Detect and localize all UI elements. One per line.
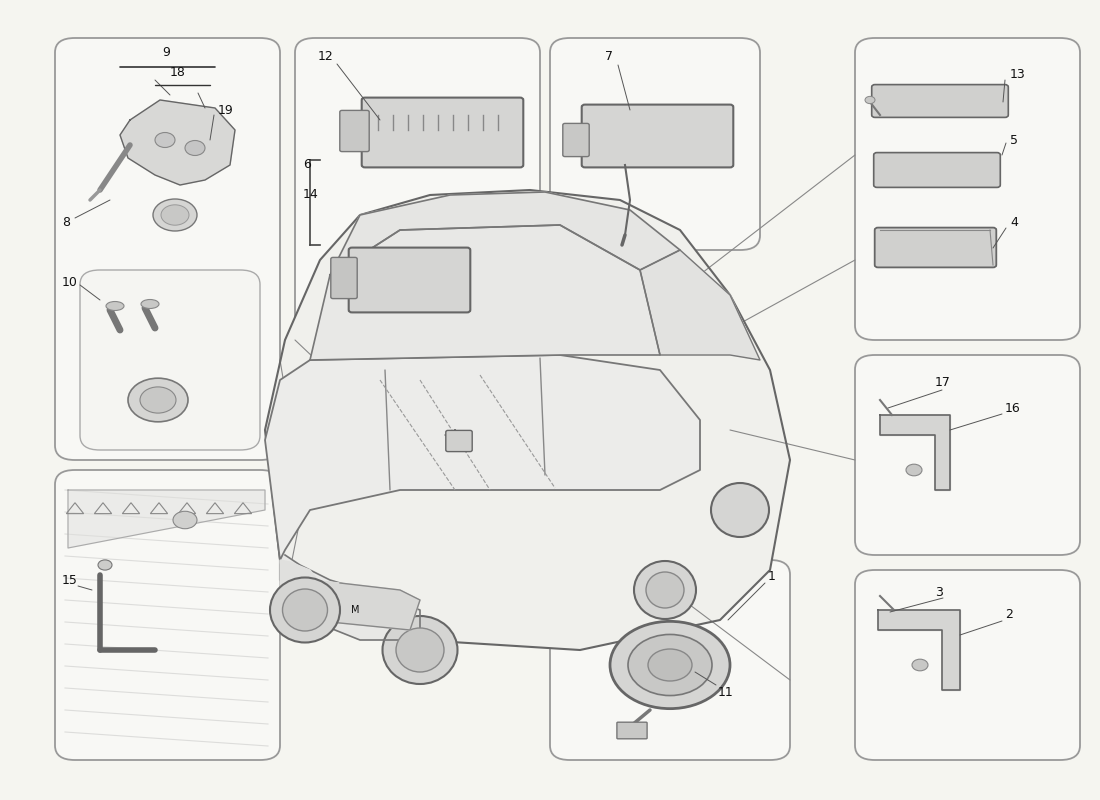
Ellipse shape bbox=[185, 141, 205, 155]
FancyBboxPatch shape bbox=[349, 248, 471, 312]
FancyBboxPatch shape bbox=[563, 123, 590, 157]
FancyBboxPatch shape bbox=[55, 470, 280, 760]
Text: 17: 17 bbox=[935, 375, 950, 389]
Polygon shape bbox=[878, 610, 960, 690]
Circle shape bbox=[648, 649, 692, 681]
Ellipse shape bbox=[383, 616, 458, 684]
Ellipse shape bbox=[155, 133, 175, 147]
Text: 14: 14 bbox=[302, 189, 319, 202]
Polygon shape bbox=[280, 560, 324, 620]
Circle shape bbox=[153, 199, 197, 231]
FancyBboxPatch shape bbox=[617, 722, 647, 739]
Text: 1: 1 bbox=[768, 570, 776, 583]
Polygon shape bbox=[265, 355, 700, 560]
FancyBboxPatch shape bbox=[550, 560, 790, 760]
Text: 15: 15 bbox=[62, 574, 78, 586]
Circle shape bbox=[161, 205, 189, 225]
Text: 7: 7 bbox=[605, 50, 613, 63]
Circle shape bbox=[906, 464, 922, 476]
Polygon shape bbox=[330, 192, 680, 275]
Text: 9: 9 bbox=[162, 46, 169, 59]
FancyBboxPatch shape bbox=[874, 227, 997, 267]
Text: 4: 4 bbox=[1010, 215, 1018, 229]
FancyBboxPatch shape bbox=[855, 355, 1080, 555]
Ellipse shape bbox=[646, 572, 684, 608]
Ellipse shape bbox=[283, 589, 328, 631]
Circle shape bbox=[140, 387, 176, 413]
Ellipse shape bbox=[141, 299, 160, 309]
Text: 5: 5 bbox=[1010, 134, 1018, 146]
FancyBboxPatch shape bbox=[331, 258, 358, 298]
Ellipse shape bbox=[270, 578, 340, 642]
Text: 6: 6 bbox=[302, 158, 311, 171]
Text: 2: 2 bbox=[1005, 609, 1013, 622]
Ellipse shape bbox=[396, 628, 444, 672]
Polygon shape bbox=[880, 415, 950, 490]
FancyBboxPatch shape bbox=[55, 38, 280, 460]
Text: M: M bbox=[351, 605, 360, 615]
Text: 8: 8 bbox=[62, 215, 70, 229]
FancyBboxPatch shape bbox=[582, 105, 734, 167]
Circle shape bbox=[912, 659, 928, 671]
Ellipse shape bbox=[711, 483, 769, 537]
Polygon shape bbox=[120, 100, 235, 185]
FancyBboxPatch shape bbox=[446, 430, 472, 451]
Polygon shape bbox=[310, 225, 660, 360]
Polygon shape bbox=[310, 580, 420, 630]
Text: 13: 13 bbox=[1010, 69, 1025, 82]
Circle shape bbox=[865, 96, 874, 104]
Circle shape bbox=[98, 560, 112, 570]
Text: 19: 19 bbox=[218, 103, 233, 117]
Circle shape bbox=[610, 622, 730, 709]
FancyBboxPatch shape bbox=[80, 270, 260, 450]
Text: 18: 18 bbox=[170, 66, 186, 79]
Text: 12: 12 bbox=[318, 50, 333, 63]
FancyBboxPatch shape bbox=[855, 570, 1080, 760]
FancyBboxPatch shape bbox=[550, 38, 760, 250]
Ellipse shape bbox=[106, 302, 124, 310]
Polygon shape bbox=[640, 250, 760, 360]
Text: 3: 3 bbox=[935, 586, 943, 598]
Polygon shape bbox=[265, 190, 790, 650]
FancyBboxPatch shape bbox=[295, 38, 540, 430]
Text: 10: 10 bbox=[62, 275, 78, 289]
FancyBboxPatch shape bbox=[871, 85, 1009, 118]
Circle shape bbox=[628, 634, 712, 695]
Text: 16: 16 bbox=[1005, 402, 1021, 414]
Polygon shape bbox=[68, 490, 265, 548]
Text: 11: 11 bbox=[718, 686, 734, 699]
Polygon shape bbox=[280, 555, 420, 640]
Ellipse shape bbox=[634, 561, 696, 619]
FancyBboxPatch shape bbox=[873, 153, 1000, 187]
Circle shape bbox=[128, 378, 188, 422]
FancyBboxPatch shape bbox=[362, 98, 524, 167]
Circle shape bbox=[173, 511, 197, 529]
FancyBboxPatch shape bbox=[855, 38, 1080, 340]
FancyBboxPatch shape bbox=[340, 110, 370, 152]
